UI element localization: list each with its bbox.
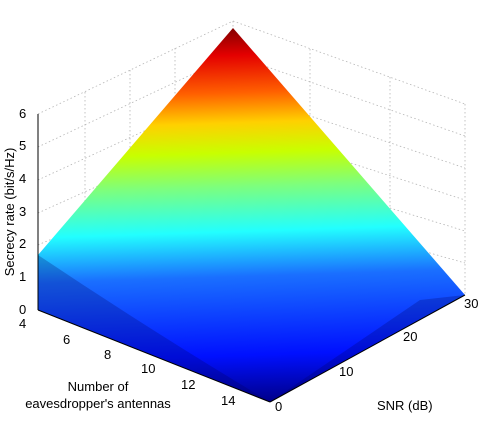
z-tick-2: 2: [19, 236, 26, 251]
z-ticks: 0 1 2 3 4 5 6: [19, 106, 26, 317]
z-axis-label: Secrecy rate (bit/s/Hz): [2, 148, 17, 277]
x-axis-label-line2: eavesdropper's antennas: [25, 396, 171, 411]
zgrid-right-5: [232, 54, 466, 137]
y-tick-0: 0: [275, 399, 282, 414]
y-tick-30: 30: [464, 296, 478, 311]
back-top-left-edge: [37, 20, 234, 115]
z-tick-6: 6: [19, 106, 26, 121]
x-tick-8: 8: [104, 347, 111, 362]
x-tick-12: 12: [181, 377, 195, 392]
x-tick-14: 14: [221, 393, 235, 408]
z-tick-3: 3: [19, 204, 26, 219]
surface-fill: [38, 28, 465, 402]
x-tick-4: 4: [19, 316, 26, 331]
z-tick-4: 4: [19, 171, 26, 186]
x-axis-line: [37, 309, 271, 403]
z-tick-5: 5: [19, 138, 26, 153]
x-ticks: 4 6 8 10 12 14: [19, 316, 235, 408]
x-tick-10: 10: [141, 361, 155, 376]
z-tick-0: 0: [19, 302, 26, 317]
axes: [37, 114, 466, 403]
x-axis-label-line1: Number of: [68, 379, 129, 394]
y-tick-20: 20: [403, 329, 417, 344]
y-ticks: 0 10 20 30: [275, 296, 478, 414]
y-axis-line: [269, 294, 466, 403]
z-tick-1: 1: [19, 269, 26, 284]
y-axis-label: SNR (dB): [377, 398, 433, 413]
surface: [38, 28, 465, 402]
y-tick-10: 10: [339, 364, 353, 379]
x-tick-6: 6: [63, 332, 70, 347]
back-top-right-edge: [232, 20, 466, 105]
